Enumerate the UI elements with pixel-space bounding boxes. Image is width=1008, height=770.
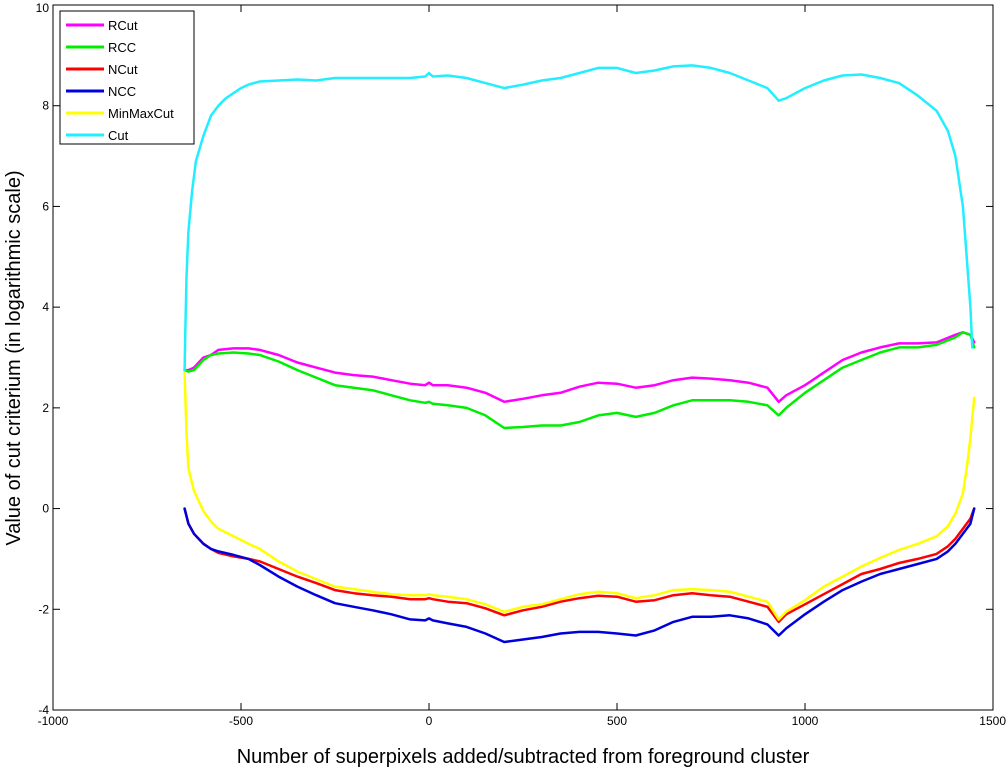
x-tick-label: 1500 (979, 714, 1006, 728)
axis-ticks: -1000 -500 0 500 1000 1500 -4 -2 0 2 4 6 8 10 (36, 1, 1007, 728)
legend-label-ncc: NCC (108, 84, 136, 99)
series-lines (183, 64, 976, 644)
series-line-ncut (183, 507, 976, 624)
y-tick-label: 4 (42, 300, 49, 314)
series-line-cut (183, 64, 974, 372)
legend-label-ncut: NCut (108, 62, 138, 77)
series-line-ncc (183, 507, 976, 644)
y-tick-label: 8 (42, 99, 49, 113)
y-tick-label: -4 (38, 703, 49, 717)
x-axis-label: Number of superpixels added/subtracted f… (237, 746, 810, 768)
legend-box (59, 10, 195, 145)
y-tick-label: 10 (36, 1, 50, 15)
y-tick-label: 2 (42, 401, 49, 415)
y-tick-label: 6 (42, 199, 49, 213)
legend-label-rcut: RCut (108, 18, 138, 33)
legend-label-cut: Cut (108, 128, 129, 143)
legend-label-minmaxcut: MinMaxCut (108, 106, 174, 121)
series-line-rcc (183, 331, 976, 430)
series-line-rcut (183, 331, 976, 404)
series-line-minmaxcut (183, 371, 976, 621)
x-tick-label: 1000 (792, 714, 819, 728)
x-tick-label: 0 (426, 714, 433, 728)
y-tick-label: 0 (42, 502, 49, 516)
x-tick-label: -500 (229, 714, 253, 728)
y-tick-label: -2 (38, 602, 49, 616)
x-tick-label: 500 (607, 714, 627, 728)
y-axis-label: Value of cut criterium (in logarithmic s… (3, 170, 25, 545)
legend-label-rcc: RCC (108, 40, 136, 55)
legend: RCut RCC NCut NCC MinMaxCut Cut (59, 10, 195, 145)
x-tick-label: -1000 (38, 714, 69, 728)
